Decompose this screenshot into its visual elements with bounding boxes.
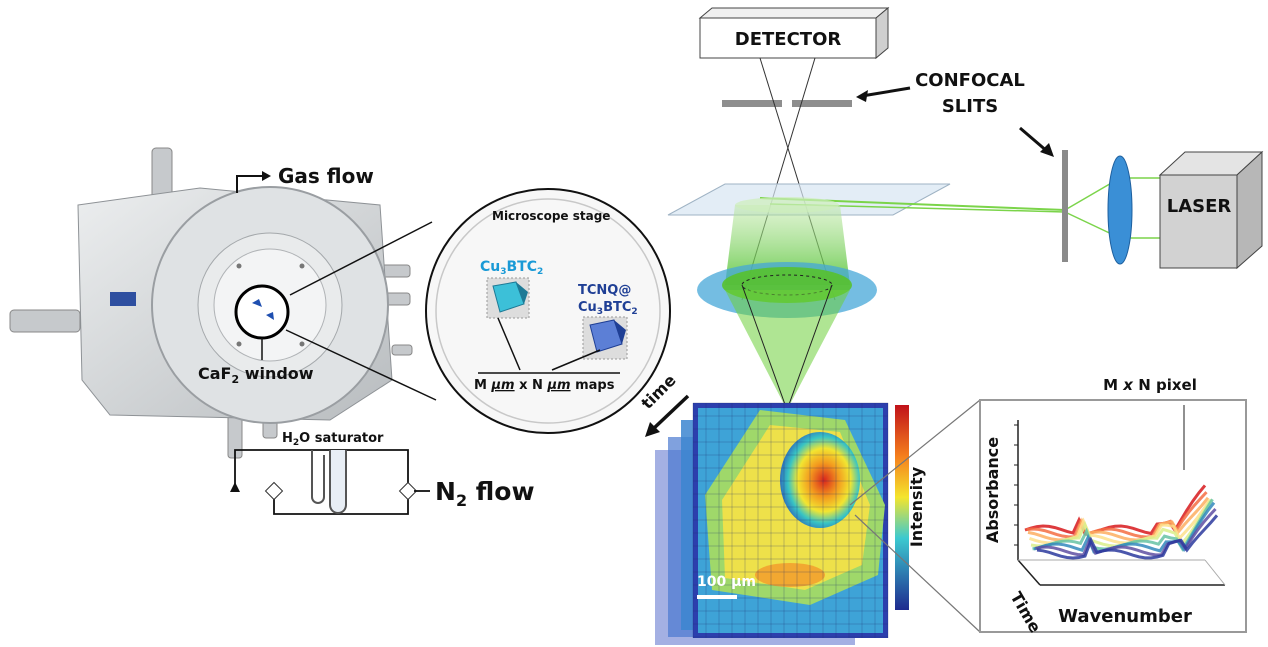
confocal-slit-side [1062, 150, 1068, 262]
tcnq-label-line2: Cu3BTC2 [578, 300, 638, 317]
spectrum-traces [1024, 405, 1219, 560]
microscope-stage-label: Microscope stage [492, 209, 610, 223]
caf2-window [234, 284, 290, 340]
sample-cell [9, 147, 413, 459]
caf2-window-label: CaF2 window [198, 364, 314, 386]
cu3btc2-crystal [486, 277, 530, 319]
pixel-spectrum-title: M x N pixel [1103, 376, 1197, 394]
h2o-saturator-label: H2O saturator [282, 431, 384, 448]
spectrum-ticks [1014, 424, 1018, 546]
gas-flow-label: Gas flow [278, 164, 374, 188]
confocal-label: CONFOCAL [915, 70, 1025, 91]
slits-arrow-1 [861, 86, 911, 98]
gas-flow-arrow [236, 171, 271, 193]
h2o-saturator-circuit [230, 449, 430, 515]
brand-plate [110, 292, 136, 306]
slits-label: SLITS [942, 96, 998, 117]
confocal-slits-top [722, 100, 852, 107]
slits-arrow-2 [1019, 126, 1049, 154]
wavenumber-label: Wavenumber [1058, 606, 1192, 627]
detector-label: DETECTOR [735, 29, 842, 50]
scale-bar-label: 100 µm [697, 574, 756, 590]
intensity-colorbar [895, 405, 909, 610]
absorbance-label: Absorbance [983, 437, 1002, 543]
tcnq-label-line1: TCNQ@ [578, 283, 631, 298]
time-arrow [650, 394, 690, 432]
cu3btc2-label: Cu3BTC2 [480, 259, 543, 277]
spectrum-trace [1033, 501, 1216, 554]
tcnq-crystal [582, 316, 628, 360]
zoom-line-top [289, 221, 433, 296]
microscope-stage-zoom [425, 188, 671, 434]
intensity-label: Intensity [907, 466, 926, 547]
objective-lens [697, 197, 877, 411]
zoom-line-bottom [285, 329, 437, 401]
maps-label: M µm x N µm maps [474, 378, 615, 393]
spectrum-axes [1017, 420, 1226, 586]
laser-lens [1107, 155, 1133, 265]
detector [698, 6, 890, 60]
spectrum-trace [1036, 514, 1219, 560]
laser-box [1158, 150, 1264, 270]
n2-flow-label: N2 flow [435, 477, 535, 510]
laser-label: LASER [1167, 196, 1232, 217]
